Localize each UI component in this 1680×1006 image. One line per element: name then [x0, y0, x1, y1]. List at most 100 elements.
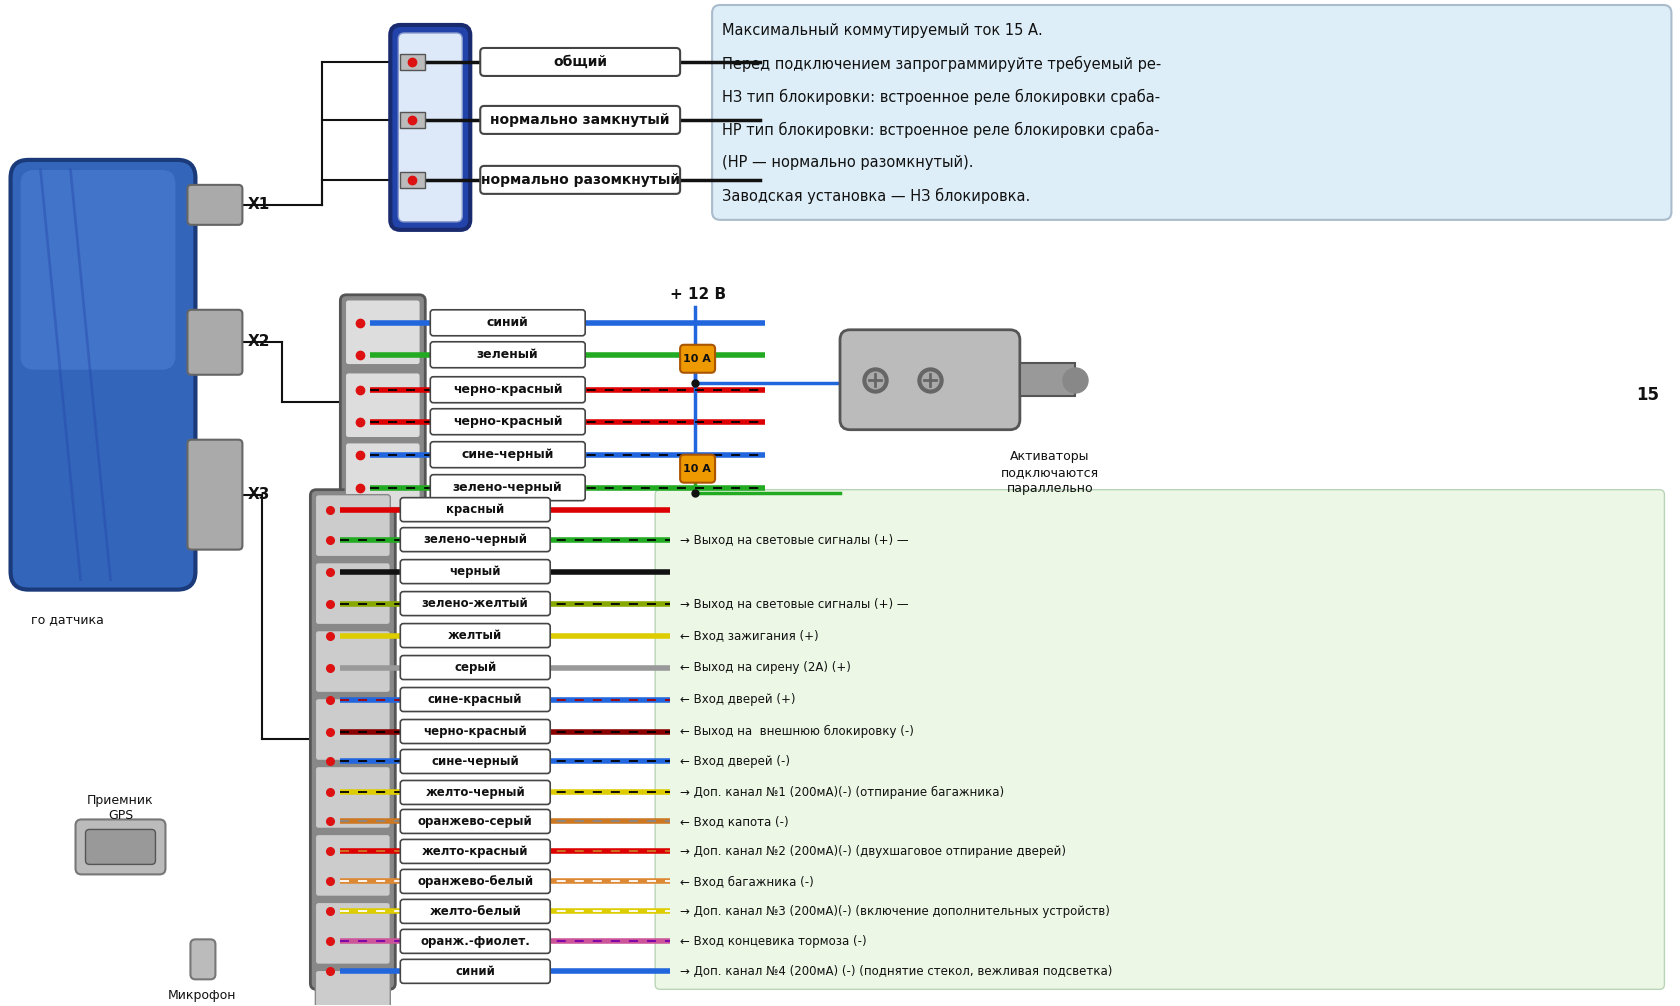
Text: ← Вход концевика тормоза (-): ← Вход концевика тормоза (-) [680, 935, 867, 948]
FancyBboxPatch shape [400, 749, 549, 774]
FancyBboxPatch shape [430, 342, 585, 368]
Text: подключаются: подключаются [1000, 466, 1099, 479]
Text: зелено-черный: зелено-черный [423, 533, 528, 546]
FancyBboxPatch shape [190, 940, 215, 979]
Text: зеленый: зеленый [477, 348, 538, 361]
Text: черно-красный: черно-красный [452, 383, 563, 396]
Text: желтый: желтый [449, 629, 502, 642]
Text: НР тип блокировки: встроенное реле блокировки сраба-: НР тип блокировки: встроенное реле блоки… [722, 122, 1159, 138]
Text: 10 А: 10 А [682, 354, 711, 364]
FancyBboxPatch shape [316, 495, 390, 556]
FancyBboxPatch shape [400, 624, 549, 648]
FancyBboxPatch shape [316, 971, 390, 1006]
Text: 15: 15 [1635, 385, 1658, 403]
Text: → Доп. канал №3 (200мА)(-) (включение дополнительных устройств): → Доп. канал №3 (200мА)(-) (включение до… [680, 904, 1109, 917]
FancyBboxPatch shape [390, 25, 470, 229]
FancyBboxPatch shape [430, 408, 585, 435]
Text: черный: черный [449, 565, 501, 578]
FancyBboxPatch shape [76, 820, 165, 874]
FancyBboxPatch shape [398, 33, 462, 222]
Text: → Выход на световые сигналы (+) —: → Выход на световые сигналы (+) — [680, 533, 909, 546]
FancyBboxPatch shape [400, 656, 549, 679]
FancyBboxPatch shape [430, 310, 585, 336]
FancyBboxPatch shape [400, 687, 549, 711]
Text: Микрофон: Микрофон [168, 989, 237, 1002]
Text: желто-красный: желто-красный [422, 845, 528, 858]
Text: оранж.-фиолет.: оранж.-фиолет. [420, 935, 529, 948]
Text: + 12 В: + 12 В [670, 288, 726, 302]
FancyBboxPatch shape [680, 345, 714, 373]
FancyBboxPatch shape [840, 330, 1020, 430]
FancyBboxPatch shape [316, 562, 390, 625]
Text: желто-белый: желто-белый [428, 904, 521, 917]
FancyBboxPatch shape [480, 48, 680, 75]
Text: красный: красный [445, 503, 504, 516]
FancyBboxPatch shape [430, 475, 585, 501]
FancyBboxPatch shape [400, 869, 549, 893]
Text: желто-черный: желто-черный [425, 786, 524, 799]
FancyBboxPatch shape [316, 698, 390, 761]
FancyBboxPatch shape [400, 960, 549, 983]
Text: черно-красный: черно-красный [423, 725, 528, 738]
FancyBboxPatch shape [316, 834, 390, 896]
FancyBboxPatch shape [712, 5, 1670, 220]
FancyBboxPatch shape [316, 902, 390, 965]
Text: ← Выход на  внешнюю блокировку (-): ← Выход на внешнюю блокировку (-) [680, 725, 914, 738]
FancyBboxPatch shape [10, 160, 195, 590]
Text: → Выход на световые сигналы (+) —: → Выход на световые сигналы (+) — [680, 598, 909, 610]
FancyBboxPatch shape [400, 781, 549, 805]
Text: синий: синий [455, 965, 496, 978]
FancyBboxPatch shape [480, 106, 680, 134]
Text: ← Вход дверей (+): ← Вход дверей (+) [680, 693, 795, 706]
Text: ← Выход на сирену (2А) (+): ← Выход на сирену (2А) (+) [680, 661, 850, 674]
Text: GPS: GPS [108, 810, 133, 823]
Text: черно-красный: черно-красный [452, 415, 563, 429]
Text: 10 А: 10 А [682, 464, 711, 474]
Text: го датчика: го датчика [30, 613, 104, 626]
FancyBboxPatch shape [430, 442, 585, 468]
FancyBboxPatch shape [188, 185, 242, 225]
Text: оранжево-белый: оранжево-белый [417, 875, 533, 888]
Text: ← Вход багажника (-): ← Вход багажника (-) [680, 875, 813, 888]
Text: НЗ тип блокировки: встроенное реле блокировки сраба-: НЗ тип блокировки: встроенное реле блоки… [722, 89, 1159, 105]
Text: → Доп. канал №4 (200мА) (-) (поднятие стекол, вежливая подсветка): → Доп. канал №4 (200мА) (-) (поднятие ст… [680, 965, 1112, 978]
FancyBboxPatch shape [655, 490, 1663, 989]
Text: синий: синий [487, 316, 528, 329]
Bar [400, 172, 425, 188]
Text: зелено-желтый: зелено-желтый [422, 598, 528, 610]
FancyBboxPatch shape [344, 300, 420, 365]
Text: сине-черный: сине-черный [462, 449, 554, 461]
Text: сине-красный: сине-красный [428, 693, 522, 706]
FancyBboxPatch shape [400, 498, 549, 522]
Text: ← Вход дверей (-): ← Вход дверей (-) [680, 754, 790, 768]
Text: ← Вход зажигания (+): ← Вход зажигания (+) [680, 629, 818, 642]
Text: X2: X2 [247, 334, 270, 349]
FancyBboxPatch shape [400, 527, 549, 551]
FancyBboxPatch shape [344, 443, 420, 508]
Text: серый: серый [454, 661, 496, 674]
FancyBboxPatch shape [20, 170, 175, 370]
Text: общий: общий [553, 55, 606, 69]
Text: Приемник: Приемник [87, 795, 153, 808]
FancyBboxPatch shape [680, 455, 714, 483]
FancyBboxPatch shape [339, 295, 425, 510]
Text: Заводская установка — НЗ блокировка.: Заводская установка — НЗ блокировка. [722, 188, 1030, 204]
FancyBboxPatch shape [188, 440, 242, 549]
FancyBboxPatch shape [430, 376, 585, 402]
FancyBboxPatch shape [311, 490, 395, 989]
Text: Активаторы: Активаторы [1010, 450, 1089, 463]
FancyBboxPatch shape [400, 592, 549, 616]
Text: нормально замкнутый: нормально замкнутый [491, 113, 670, 127]
FancyBboxPatch shape [188, 310, 242, 375]
FancyBboxPatch shape [316, 767, 390, 828]
Text: X3: X3 [247, 487, 269, 502]
Text: → Доп. канал №2 (200мА)(-) (двухшаговое отпирание дверей): → Доп. канал №2 (200мА)(-) (двухшаговое … [680, 845, 1065, 858]
Text: параллельно: параллельно [1006, 482, 1092, 495]
Text: оранжево-серый: оранжево-серый [418, 815, 533, 828]
FancyBboxPatch shape [400, 719, 549, 743]
FancyBboxPatch shape [480, 166, 680, 194]
Text: ← Вход капота (-): ← Вход капота (-) [680, 815, 788, 828]
Text: → Доп. канал №1 (200мА)(-) (отпирание багажника): → Доп. канал №1 (200мА)(-) (отпирание ба… [680, 786, 1003, 799]
Text: зелено-черный: зелено-черный [452, 481, 563, 494]
FancyBboxPatch shape [400, 559, 549, 583]
